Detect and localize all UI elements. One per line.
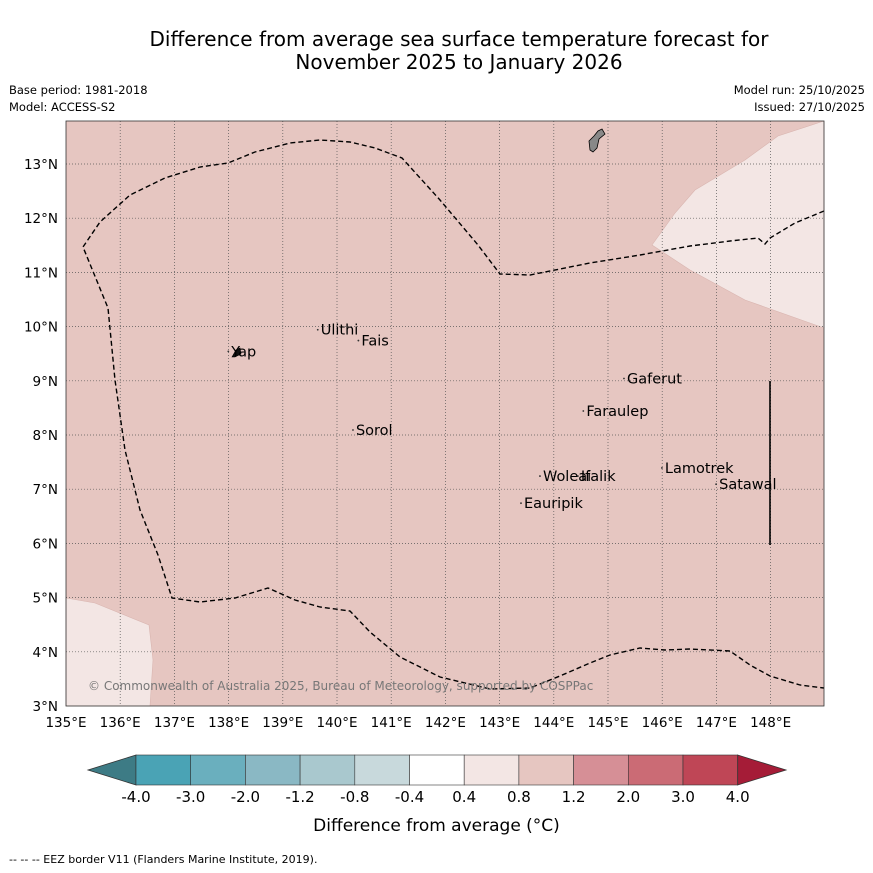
- atoll-marker: [582, 410, 585, 412]
- colorbar-tick-label: 3.0: [671, 788, 695, 806]
- colorbar-tick-label: -1.2: [285, 788, 315, 806]
- lon-tick-label: 136°E: [100, 715, 141, 731]
- lon-tick-label: 148°E: [750, 715, 791, 731]
- atoll-marker: [316, 328, 319, 331]
- place-label-satawal: Satawal: [719, 477, 776, 493]
- lat-tick-label: 6°N: [33, 536, 58, 552]
- colorbar-tick-label: 1.2: [561, 788, 586, 806]
- colorbar-tick-label: 2.0: [616, 788, 641, 806]
- model-run: Model run: 25/10/2025: [733, 83, 865, 97]
- colorbar-tick-label: -4.0: [121, 788, 151, 806]
- atoll-marker: [661, 467, 663, 469]
- base-period: Base period: 1981-2018: [9, 83, 148, 97]
- colorbar-swatch: [409, 754, 465, 786]
- atoll-marker: [520, 502, 522, 505]
- colorbar-tick-label: 4.0: [725, 788, 750, 806]
- lat-tick-label: 10°N: [24, 320, 58, 336]
- title-line-2: November 2025 to January 2026: [295, 50, 623, 74]
- colorbar-swatch: [682, 754, 739, 786]
- atoll-marker: [715, 483, 718, 486]
- footer-legend: -- -- -- EEZ border V11 (Flanders Marine…: [9, 853, 318, 866]
- colorbar-swatch: [135, 754, 192, 786]
- eez-border-west: [82, 139, 825, 690]
- colorbar-tick-label: 0.4: [452, 788, 477, 806]
- colorbar-swatch: [354, 754, 410, 786]
- atoll-marker: [357, 339, 360, 342]
- colorbar-swatch: [627, 754, 684, 786]
- atoll-marker: [352, 429, 354, 431]
- atoll-marker: [623, 377, 625, 380]
- guam-island: [588, 128, 606, 153]
- colorbar: [86, 754, 788, 786]
- lon-tick-label: 145°E: [587, 715, 628, 731]
- colorbar-tick-label: -2.0: [230, 788, 261, 806]
- place-label-woleai: Woleai: [543, 469, 591, 485]
- atoll-marker: [577, 475, 579, 477]
- lon-tick-label: 140°E: [316, 715, 357, 731]
- colorbar-tick-label: 0.8: [506, 788, 531, 806]
- lon-tick-label: 135°E: [45, 715, 86, 731]
- lon-tick-label: 146°E: [642, 715, 683, 731]
- lon-tick-label: 137°E: [154, 715, 195, 731]
- meta-left: Base period: 1981-2018 Model: ACCESS-S2: [9, 82, 148, 116]
- atoll-marker: [227, 350, 230, 353]
- map-frame: [65, 120, 825, 707]
- atoll-marker: [539, 475, 541, 477]
- meta-right: Model run: 25/10/2025 Issued: 27/10/2025: [734, 82, 865, 116]
- issued-date: Issued: 27/10/2025: [754, 100, 865, 114]
- colorbar-title: Difference from average (°C): [313, 816, 560, 836]
- place-label-faraulep: Faraulep: [586, 404, 648, 420]
- lat-tick-label: 4°N: [33, 645, 58, 661]
- lon-tick-label: 143°E: [479, 715, 520, 731]
- lon-tick-label: 141°E: [371, 715, 412, 731]
- lon-tick-label: 138°E: [208, 715, 249, 731]
- lon-tick-label: 139°E: [262, 715, 303, 731]
- colorbar-tick-label: -0.4: [394, 788, 425, 806]
- place-label-yap: Yap: [230, 344, 256, 360]
- lon-tick-label: 142°E: [425, 715, 466, 731]
- colorbar-tick-label: -0.8: [340, 788, 370, 806]
- colorbar-extend-low: [86, 754, 137, 786]
- lat-tick-label: 9°N: [33, 374, 58, 390]
- yap-island: [231, 347, 242, 358]
- colorbar-swatch: [245, 754, 301, 786]
- model-name: Model: ACCESS-S2: [9, 100, 116, 114]
- lat-tick-label: 8°N: [33, 428, 58, 444]
- place-label-fais: Fais: [361, 334, 388, 350]
- place-label-eauripik: Eauripik: [524, 496, 583, 512]
- colorbar-swatch: [190, 754, 246, 786]
- copyright-text: © Commonwealth of Australia 2025, Bureau…: [88, 679, 593, 693]
- axis-ticks: 135°E 136°E 137°E 138°E 139°E 140°E 141°E 142°E…: [24, 157, 791, 731]
- place-label-gaferut: Gaferut: [627, 372, 682, 388]
- colorbar-tick-label: -3.0: [176, 788, 206, 806]
- chart-title: Difference from average sea surface temp…: [0, 28, 873, 74]
- place-label-ulithi: Ulithi: [321, 323, 359, 339]
- colorbar-swatch: [463, 754, 520, 786]
- lon-tick-label: 144°E: [533, 715, 574, 731]
- colorbar-swatch: [573, 754, 629, 786]
- lat-tick-label: 7°N: [33, 482, 58, 498]
- colorbar-extend-high: [737, 754, 788, 786]
- place-label-lamotrek: Lamotrek: [665, 461, 734, 477]
- map-region-light-northeast: [651, 120, 825, 329]
- lat-tick-label: 13°N: [24, 157, 58, 173]
- graticule: [66, 121, 824, 706]
- lat-tick-label: 3°N: [33, 699, 58, 715]
- title-line-1: Difference from average sea surface temp…: [149, 27, 769, 51]
- lat-tick-label: 5°N: [33, 591, 58, 607]
- colorbar-swatch: [299, 754, 356, 786]
- lon-tick-label: 147°E: [696, 715, 737, 731]
- place-label-ifalik: Ifalik: [581, 469, 616, 485]
- lat-tick-label: 12°N: [24, 211, 58, 227]
- place-label-sorol: Sorol: [356, 423, 393, 439]
- lat-tick-label: 11°N: [24, 265, 58, 281]
- colorbar-swatch: [518, 754, 574, 786]
